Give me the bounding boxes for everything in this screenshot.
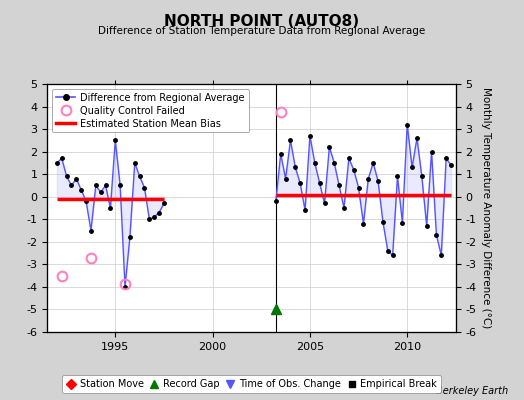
- Legend: Station Move, Record Gap, Time of Obs. Change, Empirical Break: Station Move, Record Gap, Time of Obs. C…: [62, 375, 441, 393]
- Text: Berkeley Earth: Berkeley Earth: [436, 386, 508, 396]
- Text: NORTH POINT (AUTO8): NORTH POINT (AUTO8): [165, 14, 359, 29]
- Legend: Difference from Regional Average, Quality Control Failed, Estimated Station Mean: Difference from Regional Average, Qualit…: [52, 89, 248, 132]
- Text: Difference of Station Temperature Data from Regional Average: Difference of Station Temperature Data f…: [99, 26, 425, 36]
- Y-axis label: Monthly Temperature Anomaly Difference (°C): Monthly Temperature Anomaly Difference (…: [481, 87, 491, 329]
